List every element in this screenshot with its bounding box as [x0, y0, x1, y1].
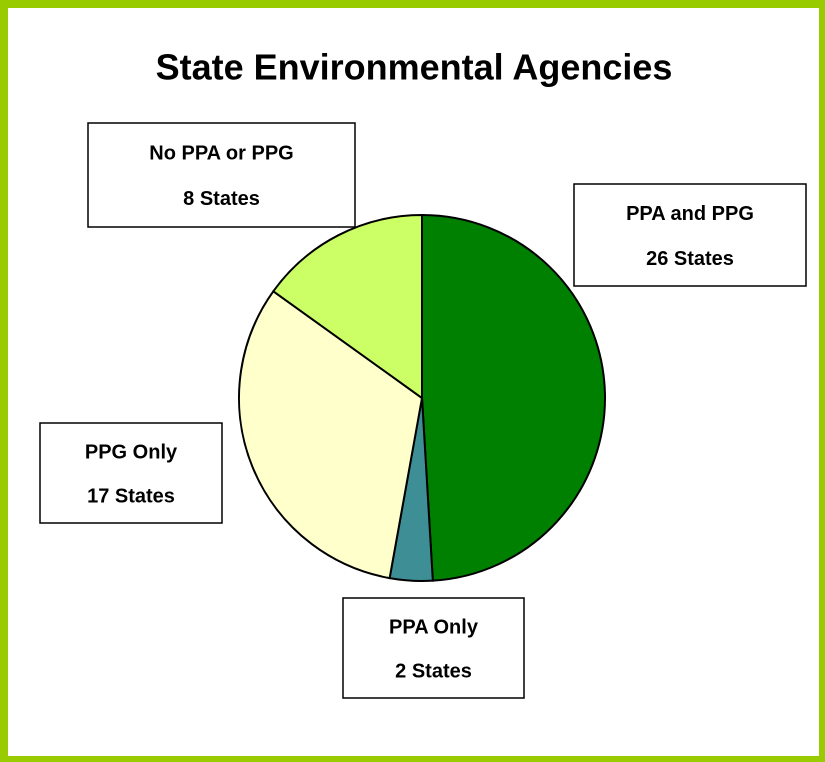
pie-slice: [421, 213, 607, 582]
value-label: 2 States: [395, 660, 472, 682]
value-label: 8 States: [183, 188, 260, 210]
slice-label: No PPA or PPG: [149, 142, 293, 164]
value-label: 17 States: [87, 485, 175, 507]
label-box: [87, 122, 356, 228]
label-box: [573, 183, 807, 287]
value-label: 26 States: [646, 248, 734, 270]
slice-label: PPA Only: [389, 616, 479, 638]
label-box: [39, 422, 223, 524]
pie-slice: [271, 213, 423, 400]
slice-label: PPG Only: [85, 441, 178, 463]
chart-title: State Environmental Agencies: [156, 47, 673, 88]
slice-label: PPA and PPG: [626, 203, 754, 225]
label-box: [342, 597, 525, 699]
pie-slice: [238, 289, 424, 580]
